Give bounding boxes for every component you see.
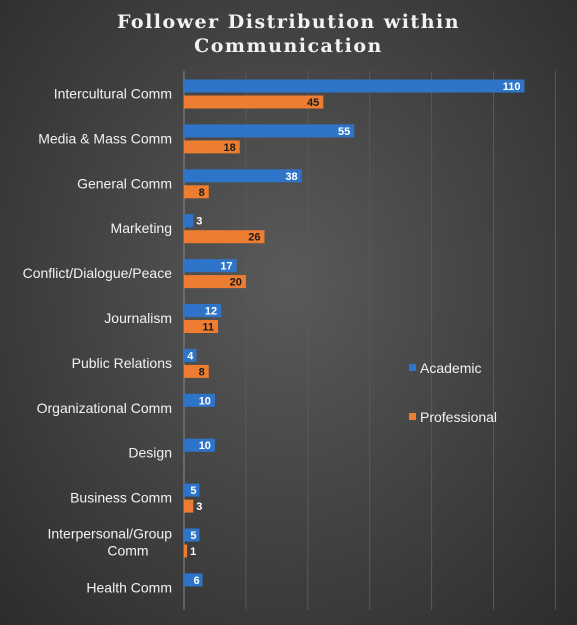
bar-academic [184,79,525,93]
data-label: 6 [193,575,199,587]
category-label: Intercultural Comm [54,85,172,101]
data-label: 8 [199,366,205,378]
bar-professional [184,320,219,333]
data-label: 3 [196,216,202,228]
bar-academic [184,528,200,542]
chart-title: Follower Distribution within Communicatio… [116,11,461,57]
bar-professional [184,364,209,378]
data-label: 3 [196,501,202,513]
bar-professional [184,544,188,558]
bar-professional [184,499,194,513]
legend-label: Professional [420,409,497,425]
data-label: 10 [199,440,211,452]
data-label: 5 [190,485,196,497]
bar-professional [184,140,240,154]
category-label: Public Relations [72,355,172,371]
category-label: Journalism [104,310,172,326]
category-label: Design [128,445,172,461]
bar-professional [184,230,265,244]
data-label: 8 [199,187,205,199]
bar-academic [184,348,197,362]
data-label: 4 [187,350,194,362]
data-label: 1 [190,546,196,558]
data-label: 10 [199,395,211,407]
bar-academic [184,304,222,317]
data-label: 38 [285,171,297,183]
data-label: 26 [248,232,260,244]
category-label: Health Comm [86,579,172,595]
bar-academic [184,438,215,452]
data-label: 20 [230,277,242,289]
data-label: 110 [503,81,521,93]
category-label: Conflict/Dialogue/Peace [23,265,173,281]
data-label: 18 [223,142,235,154]
bar-professional [184,95,324,109]
bar-academic [184,393,215,407]
category-label: Marketing [111,220,172,236]
bar-professional [184,275,246,289]
category-label: Interpersonal/Group Comm [47,525,172,558]
category-label: Media & Mass Comm [38,130,172,146]
legend: Academic Professional [409,360,497,425]
data-label: 12 [205,306,217,318]
bar-academic [184,169,302,183]
category-labels: Intercultural Comm Media & Mass Comm Gener… [23,85,173,595]
bar-academic [184,483,200,497]
bar-academic [184,214,194,228]
data-label: 5 [190,530,196,542]
data-label: 45 [307,97,319,109]
bar-academic [184,259,237,273]
category-label: General Comm [77,175,172,191]
legend-swatch [409,364,416,371]
data-label: 17 [220,261,232,273]
legend-label: Academic [420,360,481,376]
category-label: Business Comm [70,490,172,506]
data-label: 11 [202,322,214,334]
bar-academic [184,124,355,138]
bar-academic [184,573,203,587]
legend-swatch [409,413,416,420]
bar-professional [184,185,209,199]
gridlines [183,71,556,610]
category-label: Organizational Comm [37,400,172,416]
data-label: 55 [338,126,350,138]
